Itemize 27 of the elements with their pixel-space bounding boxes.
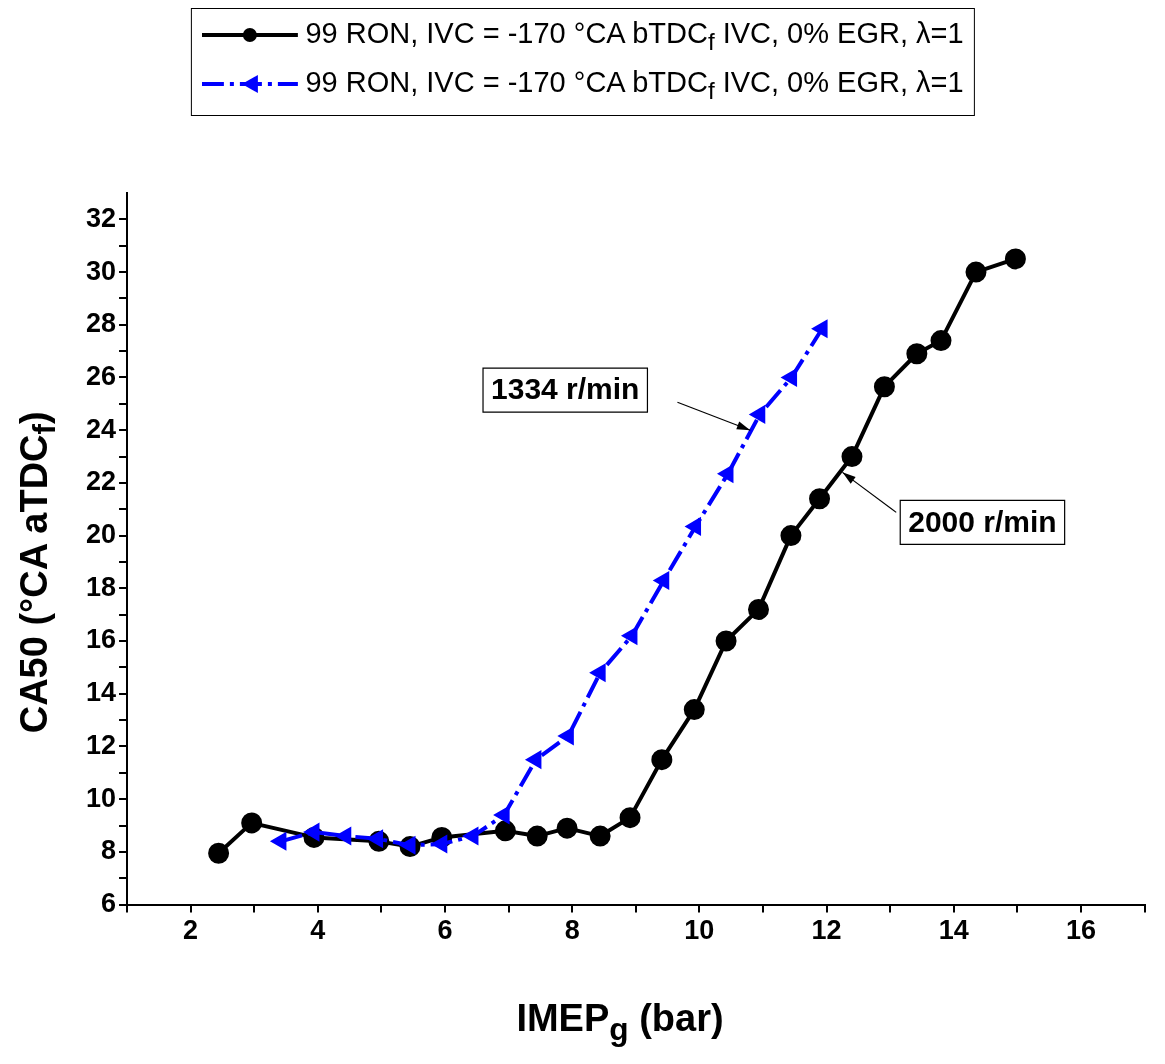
- y-tick-label: 8: [101, 835, 117, 866]
- x-tick-label: 8: [564, 915, 580, 946]
- y-tick-label: 18: [85, 571, 117, 602]
- x-tick-label: 14: [938, 915, 969, 946]
- x-tick-label: 12: [811, 915, 842, 946]
- y-tick-label: 12: [85, 729, 117, 760]
- annotation: 1334 r/min: [491, 372, 640, 406]
- annotation: 2000 r/min: [908, 504, 1057, 538]
- y-tick-label: 20: [85, 519, 117, 550]
- x-tick-label: 6: [437, 915, 453, 946]
- x-tick-label: 2: [183, 915, 199, 946]
- x-tick-label: 16: [1065, 915, 1096, 946]
- y-tick-label: 22: [85, 466, 117, 497]
- y-tick-label: 28: [85, 308, 117, 339]
- y-tick-label: 10: [85, 782, 117, 813]
- y-tick-label: 14: [85, 677, 117, 708]
- y-tick-label: 32: [85, 202, 117, 233]
- y-tick-label: 16: [85, 624, 117, 655]
- x-tick-label: 4: [310, 915, 326, 946]
- y-tick-label: 6: [101, 888, 117, 919]
- y-tick-label: 30: [85, 255, 117, 286]
- legend-label: 99 RON, IVC = -170 °CA bTDC$_{f}$ IVC, 0% EGR, λ=1: [305, 17, 964, 55]
- y-tick-label: 24: [85, 413, 117, 444]
- y-tick-label: 26: [85, 360, 117, 391]
- x-tick-label: 10: [684, 915, 715, 946]
- legend-label: 99 RON, IVC = -170 °CA bTDC$_{f}$ IVC, 0% EGR, λ=1: [305, 65, 964, 104]
- x-axis-title: IMEP$_{g}$ (bar): [515, 997, 725, 1048]
